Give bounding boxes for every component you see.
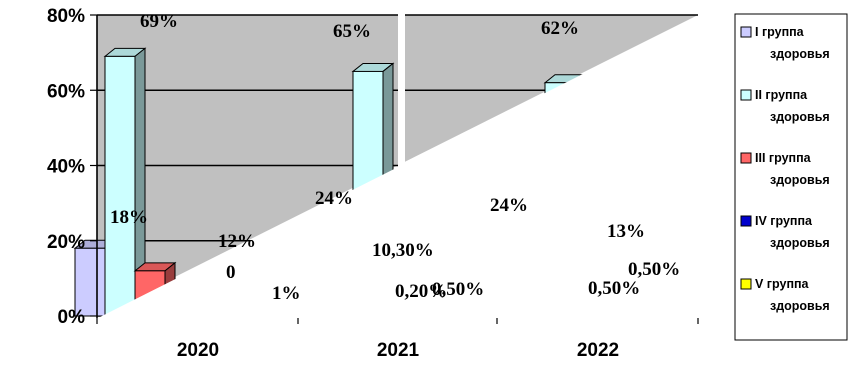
x-category-label: 2021	[377, 340, 420, 361]
legend-label: III группа	[755, 151, 812, 165]
bar-front	[74, 247, 106, 317]
y-tick-label: 60%	[47, 81, 85, 102]
data-label: 10,30%	[372, 240, 434, 261]
legend-label: I группа	[755, 25, 805, 39]
legend-label-cont: здоровья	[770, 236, 830, 250]
data-labels: 18%24% 24%69% 65% 62%12% 10,30%13%00,20%0,50…	[110, 11, 680, 304]
legend-swatch	[740, 278, 752, 290]
legend-label-cont: здоровья	[770, 299, 830, 313]
data-label: 69%	[140, 11, 178, 32]
data-label: 65%	[333, 21, 371, 42]
data-label: 24%	[490, 195, 528, 216]
y-tick-label: 20%	[47, 232, 85, 253]
legend-label-cont: здоровья	[770, 110, 830, 124]
data-label: 62%	[541, 18, 579, 39]
gap-strip	[398, 14, 405, 214]
legend-label: V группа	[755, 277, 810, 291]
data-label: 0	[226, 262, 236, 283]
legend-item: III группа здоровья	[740, 151, 830, 187]
data-label: 18%	[110, 207, 148, 228]
data-label: 0,50%	[588, 278, 640, 299]
x-category-label: 2022	[577, 340, 619, 361]
data-label: 0,20%	[395, 281, 447, 302]
data-label: 24%	[315, 188, 353, 209]
legend-swatch	[740, 26, 752, 38]
data-label: 0,50%	[432, 279, 484, 300]
data-label: 13%	[607, 221, 645, 242]
x-category-labels: 2020 2021 2022	[177, 340, 619, 361]
legend-item: IV группа здоровья	[740, 214, 830, 250]
legend-label: IV группа	[755, 214, 813, 228]
axes	[90, 14, 699, 324]
legend-item: V группа здоровья	[740, 277, 830, 313]
y-tick-label: 0%	[58, 307, 86, 328]
data-label: 12%	[218, 231, 256, 252]
legend-swatch	[740, 89, 752, 101]
data-label: 1%	[272, 283, 301, 304]
legend-swatch	[740, 215, 752, 227]
legend-frame	[734, 13, 848, 341]
y-tick-label: 80%	[47, 6, 85, 27]
white-wedge	[100, 14, 708, 317]
legend-item: II группа здоровья	[740, 88, 830, 124]
legend-swatch	[740, 152, 752, 164]
y-tick-labels: 0% 20% 40% 60% 80%	[47, 6, 85, 328]
y-tick-label: 40%	[47, 157, 85, 178]
bar-front	[104, 55, 136, 317]
x-category-label: 2020	[177, 340, 219, 361]
legend-label: II группа	[755, 88, 808, 102]
data-label: 0,50%	[628, 259, 680, 280]
legend-item: I группа здоровья	[740, 25, 830, 61]
legend-label-cont: здоровья	[770, 47, 830, 61]
legend-label-cont: здоровья	[770, 173, 830, 187]
